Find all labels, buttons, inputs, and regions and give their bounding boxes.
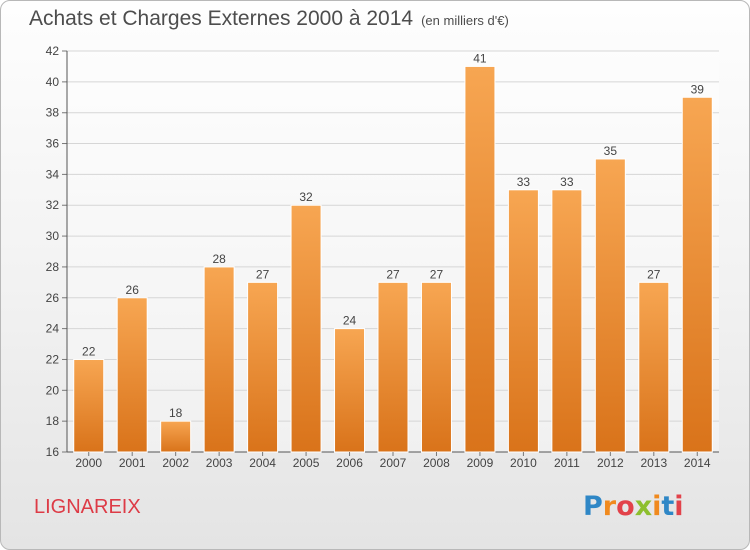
x-tick-label: 2010: [510, 456, 537, 470]
x-tick-label: 2013: [640, 456, 667, 470]
bar-value-label: 41: [473, 51, 487, 65]
bar-value-label: 35: [604, 144, 618, 158]
y-tick-label: 34: [46, 167, 60, 181]
logo-letter: i: [652, 491, 662, 522]
logo-letter: o: [616, 491, 635, 522]
bar-value-label: 28: [212, 252, 226, 266]
y-tick-label: 38: [46, 106, 60, 120]
x-tick-label: 2008: [423, 456, 450, 470]
bar: [247, 281, 279, 453]
bar: [290, 204, 322, 453]
chart-title: Achats et Charges Externes 2000 à 2014 (e…: [29, 7, 509, 31]
logo-letter: r: [602, 491, 617, 522]
x-tick-label: 2006: [336, 456, 363, 470]
y-tick-label: 40: [46, 75, 60, 89]
commune-name: LIGNAREIX: [34, 496, 141, 518]
bar-value-label: 27: [430, 267, 444, 281]
x-tick-label: 2000: [75, 456, 102, 470]
bar-value-label: 33: [560, 175, 574, 189]
bar: [73, 358, 105, 453]
bar: [507, 189, 539, 453]
x-tick-label: 2001: [119, 456, 146, 470]
x-tick-label: 2003: [206, 456, 233, 470]
bar-value-label: 27: [256, 267, 270, 281]
logo-letter: x: [634, 491, 653, 522]
x-tick-label: 2014: [684, 456, 711, 470]
bar-value-label: 24: [343, 314, 357, 328]
proxiti-logo: Proxiti: [583, 491, 684, 522]
y-tick-label: 30: [46, 229, 60, 243]
bar-value-label: 27: [647, 267, 661, 281]
x-tick-label: 2009: [467, 456, 494, 470]
bar-value-label: 32: [299, 190, 313, 204]
y-tick-label: 32: [46, 198, 60, 212]
bar: [681, 96, 713, 453]
logo-letter: t: [661, 491, 675, 522]
y-tick-label: 22: [46, 352, 60, 366]
bar: [377, 281, 409, 453]
y-tick-label: 24: [46, 322, 60, 336]
bar-value-label: 18: [169, 406, 183, 420]
x-tick-label: 2007: [380, 456, 407, 470]
y-tick-label: 16: [46, 445, 60, 459]
bar: [420, 281, 452, 453]
x-tick-label: 2005: [293, 456, 320, 470]
bar-value-label: 22: [82, 344, 96, 358]
bar-value-label: 26: [126, 283, 140, 297]
logo-letter: i: [674, 491, 684, 522]
logo-letter: P: [583, 491, 603, 522]
x-tick-label: 2004: [249, 456, 276, 470]
y-tick-label: 28: [46, 260, 60, 274]
y-tick-label: 26: [46, 291, 60, 305]
bar-value-label: 33: [517, 175, 531, 189]
chart-subtitle: (en milliers d'€): [421, 13, 509, 28]
x-tick-label: 2012: [597, 456, 624, 470]
bar: [160, 420, 192, 453]
y-tick-label: 18: [46, 414, 60, 428]
bar-value-label: 39: [691, 82, 705, 96]
y-tick-label: 42: [46, 44, 60, 58]
bar: [203, 266, 235, 453]
bar: [464, 65, 496, 453]
bar: [551, 189, 583, 453]
bar: [594, 158, 626, 453]
chart-title-text: Achats et Charges Externes 2000 à 2014: [29, 7, 414, 30]
bar: [334, 328, 366, 453]
y-tick-label: 36: [46, 137, 60, 151]
bar-value-label: 27: [386, 267, 400, 281]
bar: [638, 281, 670, 453]
bar: [116, 297, 148, 453]
x-tick-label: 2002: [162, 456, 189, 470]
y-tick-label: 20: [46, 383, 60, 397]
x-tick-label: 2011: [554, 456, 580, 470]
